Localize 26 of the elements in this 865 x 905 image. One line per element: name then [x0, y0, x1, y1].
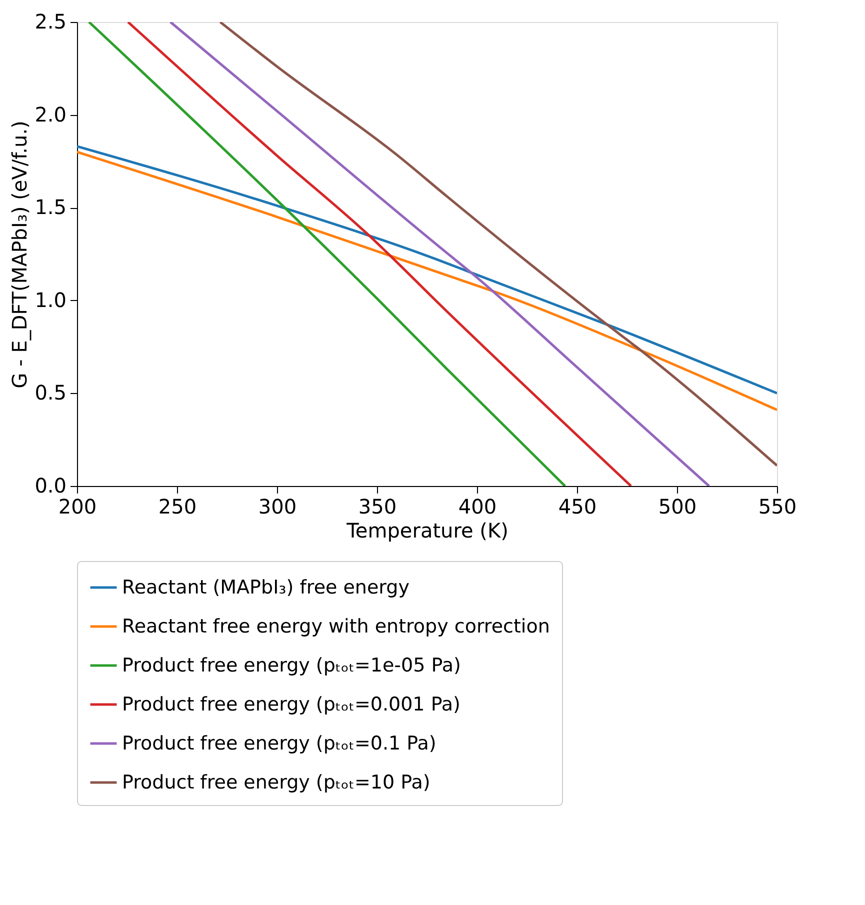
- legend-label: Reactant free energy with entropy correction: [122, 616, 550, 638]
- y-axis-title: G - E_DFT(MAPbI₃) (eV/f.u.): [8, 120, 32, 388]
- x-tick-label: 300: [258, 494, 297, 518]
- legend-label: Product free energy (pₜₒₜ=0.1 Pa): [122, 732, 436, 754]
- x-tick-label: 400: [458, 494, 497, 518]
- x-tick-label: 250: [158, 494, 197, 518]
- line-series: [169, 22, 710, 486]
- line-series: [88, 22, 566, 486]
- y-tick-label: 1.0: [34, 288, 66, 312]
- x-tick-label: 500: [658, 494, 697, 518]
- y-tick-label: 0.0: [34, 474, 66, 498]
- y-tick-label: 1.5: [34, 195, 66, 220]
- legend-label: Product free energy (pₜₒₜ=10 Pa): [122, 772, 430, 794]
- x-tick-label: 450: [558, 494, 597, 518]
- legend-label: Product free energy (pₜₒₜ=0.001 Pa): [122, 694, 460, 716]
- line-series: [218, 22, 777, 467]
- y-tick-label: 2.5: [34, 10, 66, 34]
- legend-label: Product free energy (pₜₒₜ=1e-05 Pa): [122, 654, 461, 676]
- x-tick-label: 550: [758, 494, 797, 518]
- x-tick-label: 350: [358, 494, 397, 518]
- y-tick-label: 2.0: [34, 102, 66, 126]
- y-tick-label: 0.5: [34, 380, 66, 405]
- legend-label: Reactant (MAPbI₃) free energy: [122, 576, 410, 598]
- x-axis-title: Temperature (K): [346, 518, 508, 542]
- x-tick-label: 200: [58, 494, 97, 518]
- line-series: [126, 22, 632, 486]
